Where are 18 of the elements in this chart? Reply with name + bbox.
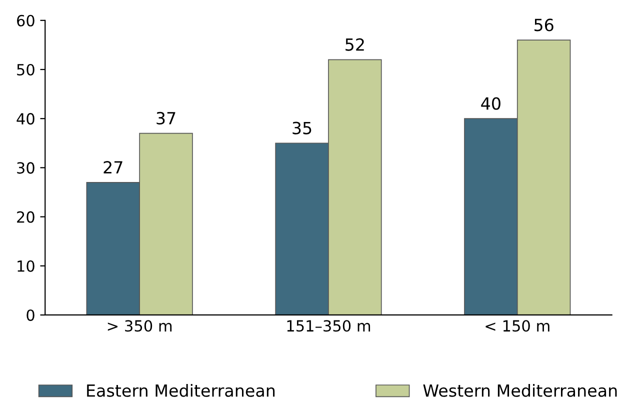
x-tick-label: 151–350 m [287,320,370,332]
x-tick-label: > 350 m [108,320,172,332]
y-tick-label: 60 [17,14,34,26]
y-tick-label: 10 [18,260,34,272]
y-tick-label: 20 [17,211,34,223]
data-label: 37 [156,112,176,125]
legend-label: Western Mediterranean [423,384,617,397]
y-tick-label: 0 [26,309,34,321]
legend-label: Eastern Mediterranean [87,384,275,397]
data-label: 27 [104,161,122,174]
x-tick-label: < 150 m [486,320,550,332]
data-label: 56 [534,18,554,32]
data-label: 35 [292,122,312,134]
data-label: 52 [346,38,364,51]
data-label: 40 [481,97,500,110]
y-tick-label: 50 [17,64,34,76]
y-tick-label: 40 [16,113,34,125]
y-tick-label: 30 [17,162,34,174]
